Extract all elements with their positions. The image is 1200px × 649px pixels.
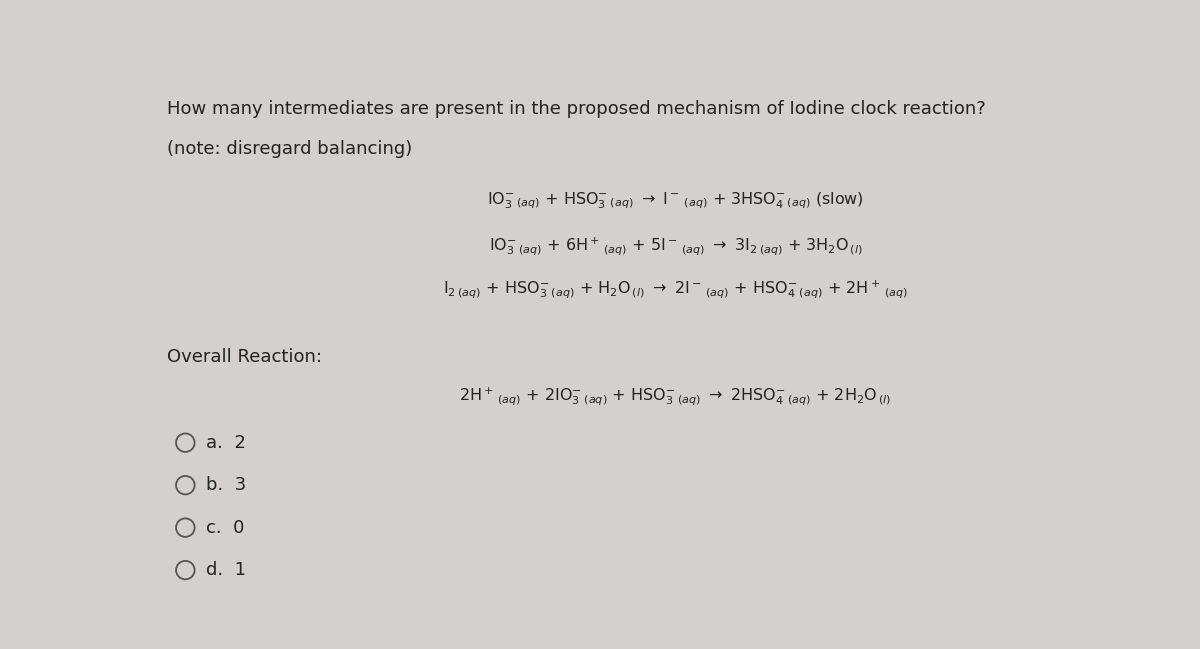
Text: c.  0: c. 0 xyxy=(206,519,244,537)
Text: d.  1: d. 1 xyxy=(206,561,246,579)
Text: I$_2$$_{\,(aq)}$ + HSO$_3^{-}$$_{\,(aq)}$ + H$_2$O$_{\,(l)}$ $\rightarrow$ 2I$^-: I$_2$$_{\,(aq)}$ + HSO$_3^{-}$$_{\,(aq)}… xyxy=(443,278,908,300)
Text: IO$_3^{-}$$_{\,(aq)}$ + HSO$_3^{-}$$_{\,(aq)}$ $\rightarrow$ I$^-$$_{\,(aq)}$ + : IO$_3^{-}$$_{\,(aq)}$ + HSO$_3^{-}$$_{\,… xyxy=(487,190,864,211)
Text: (note: disregard balancing): (note: disregard balancing) xyxy=(167,140,412,158)
Text: How many intermediates are present in the proposed mechanism of Iodine clock rea: How many intermediates are present in th… xyxy=(167,101,985,118)
Text: IO$_3^{-}$$_{\,(aq)}$ + 6H$^+$$_{\,(aq)}$ + 5I$^-$$_{\,(aq)}$ $\rightarrow$ 3I$_: IO$_3^{-}$$_{\,(aq)}$ + 6H$^+$$_{\,(aq)}… xyxy=(488,236,863,257)
Text: Overall Reaction:: Overall Reaction: xyxy=(167,348,322,366)
Text: a.  2: a. 2 xyxy=(206,434,246,452)
Text: 2H$^+$$_{\,(aq)}$ + 2IO$_3^{-}$$_{\,(aq)}$ + HSO$_3^{-}$$_{\,(aq)}$ $\rightarrow: 2H$^+$$_{\,(aq)}$ + 2IO$_3^{-}$$_{\,(aq)… xyxy=(460,386,892,407)
Text: b.  3: b. 3 xyxy=(206,476,246,494)
